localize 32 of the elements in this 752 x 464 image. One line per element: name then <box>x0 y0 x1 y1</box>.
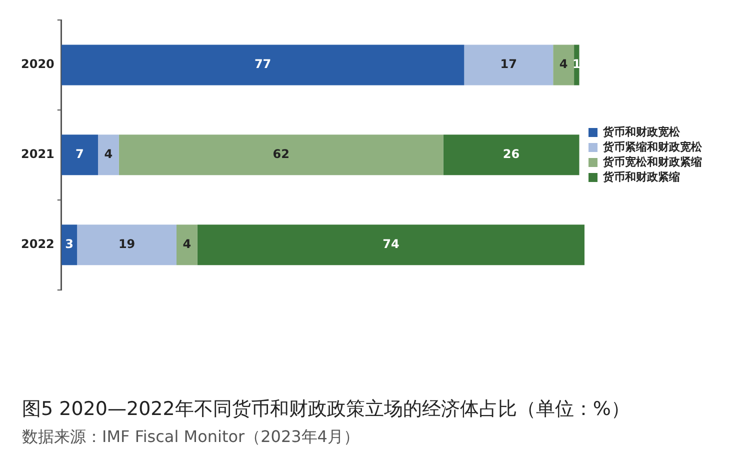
data-label: 4 <box>182 236 192 251</box>
data-label: 26 <box>502 147 520 162</box>
text: 图5 2020—2022年不同货币和财政政策立场的经济体占比（单位：%） <box>22 397 630 422</box>
data-label: 7 <box>76 147 84 162</box>
data-label: 3 <box>65 236 74 251</box>
bar <box>464 44 554 86</box>
legend-label: 货币宽松和财政紧缩 <box>602 155 702 168</box>
bar <box>197 224 584 266</box>
bar <box>118 134 444 176</box>
bar <box>553 44 574 86</box>
bar <box>77 224 176 266</box>
bar <box>61 134 98 176</box>
y-tick-label: 2022 <box>20 236 54 251</box>
legend-label: 货币和财政宽松 <box>602 125 681 138</box>
data-label: 1 <box>572 57 581 72</box>
legend-label: 货币和财政紧缩 <box>602 170 680 184</box>
data-label: 4 <box>104 147 113 162</box>
data-label: 77 <box>254 57 272 72</box>
source-note: 数据来源：IMF Fiscal Monitor（2023年4月） <box>22 427 360 448</box>
bar <box>98 134 119 176</box>
data-label: 19 <box>118 236 136 251</box>
data-label: 74 <box>382 236 400 251</box>
data-label: 4 <box>559 57 568 72</box>
y-tick-label: 2021 <box>20 147 54 162</box>
legend-label: 货币紧缩和财政宽松 <box>602 140 703 154</box>
data-label: 17 <box>500 57 517 72</box>
bar <box>176 224 198 266</box>
bar <box>443 134 580 176</box>
y-tick-label: 2020 <box>20 57 54 72</box>
data-label: 62 <box>272 147 290 162</box>
bar <box>61 44 464 86</box>
bar <box>61 224 78 266</box>
